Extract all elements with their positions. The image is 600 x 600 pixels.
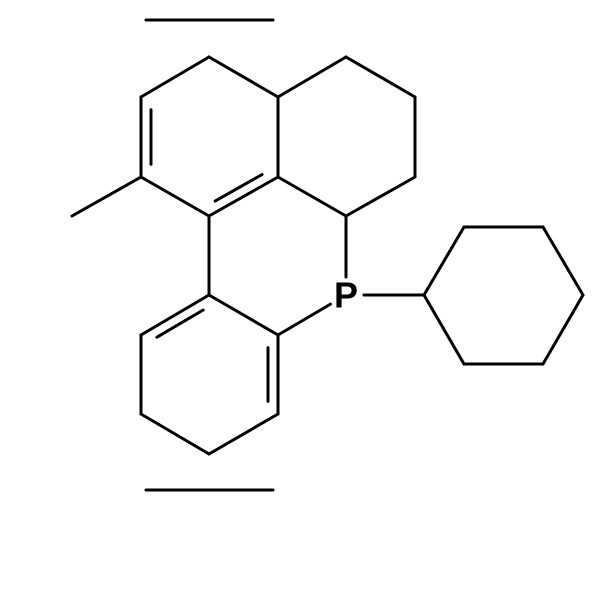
bond bbox=[72, 177, 141, 216]
bond bbox=[278, 177, 346, 216]
bond bbox=[278, 304, 330, 335]
bond bbox=[209, 57, 278, 97]
bond bbox=[424, 227, 464, 295]
bond bbox=[543, 227, 583, 295]
bond bbox=[543, 295, 583, 364]
molecule-diagram: P bbox=[0, 0, 600, 600]
bond bbox=[346, 57, 415, 97]
bond bbox=[215, 175, 262, 202]
bond bbox=[209, 295, 278, 335]
bond bbox=[209, 177, 278, 216]
bond bbox=[141, 177, 209, 216]
atom-label-p: P bbox=[334, 275, 358, 316]
bond bbox=[141, 57, 209, 97]
bond bbox=[141, 414, 209, 454]
bond bbox=[141, 295, 209, 335]
bond bbox=[209, 414, 278, 454]
bond bbox=[424, 295, 464, 364]
bond bbox=[157, 310, 203, 337]
bond bbox=[346, 177, 415, 216]
bond bbox=[278, 57, 346, 97]
